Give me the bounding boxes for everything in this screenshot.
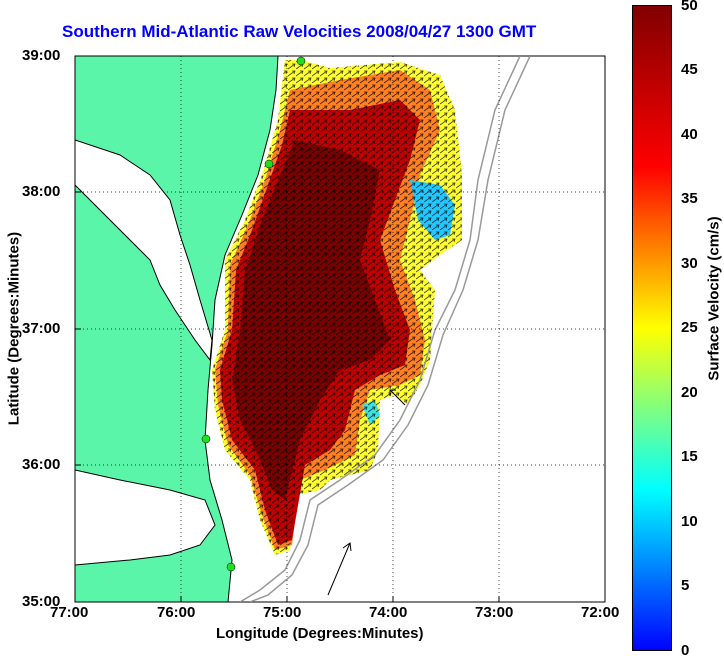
colorbar-gradient — [632, 5, 672, 651]
y-tick: 38:00 — [22, 183, 61, 200]
colorbar-tick: 35 — [681, 190, 698, 207]
x-tick: 75:00 — [263, 604, 302, 621]
sample-arrow — [327, 542, 352, 596]
y-tick: 39:00 — [22, 47, 61, 64]
radar-station — [264, 159, 274, 169]
axis-ticks — [75, 191, 500, 602]
colorbar-tick: 0 — [681, 642, 690, 659]
colorbar-label: Surface Velocity (cm/s) — [705, 216, 723, 381]
pamlico-sound — [75, 469, 216, 566]
bathymetry-contour-2 — [249, 56, 531, 602]
colorbar-tick: 45 — [681, 61, 698, 78]
x-tick: 77:00 — [50, 604, 89, 621]
colorbar-tick: 40 — [681, 126, 698, 143]
bathymetry-contour — [239, 56, 521, 602]
radar-station — [296, 56, 306, 66]
sample-arrow-2 — [389, 389, 406, 406]
colorbar-tick: 10 — [681, 513, 698, 530]
radar-station — [201, 434, 211, 444]
grid — [75, 56, 605, 602]
colorbar-tick: 15 — [681, 448, 698, 465]
colorbar-tick: 30 — [681, 255, 698, 272]
colorbar — [632, 5, 672, 651]
colorbar-tick: 20 — [681, 384, 698, 401]
colorbar-tick: 50 — [681, 0, 698, 14]
colorbar-tick: 25 — [681, 319, 698, 336]
y-tick: 35:00 — [22, 593, 61, 610]
y-axis-label: Latitude (Degrees:Minutes) — [5, 231, 23, 426]
y-tick: 36:00 — [22, 456, 61, 473]
x-tick: 72:00 — [581, 604, 620, 621]
chesapeake-bay — [75, 139, 213, 362]
x-tick: 74:00 — [369, 604, 408, 621]
velocity-vectors — [212, 60, 462, 555]
map-title: Southern Mid-Atlantic Raw Velocities 200… — [62, 22, 537, 41]
colorbar-tick: 5 — [681, 577, 690, 594]
y-tick: 37:00 — [22, 320, 61, 337]
x-axis-label: Longitude (Degrees:Minutes) — [216, 625, 424, 642]
x-tick: 76:00 — [157, 604, 196, 621]
radar-station — [226, 562, 236, 572]
x-tick: 73:00 — [475, 604, 514, 621]
